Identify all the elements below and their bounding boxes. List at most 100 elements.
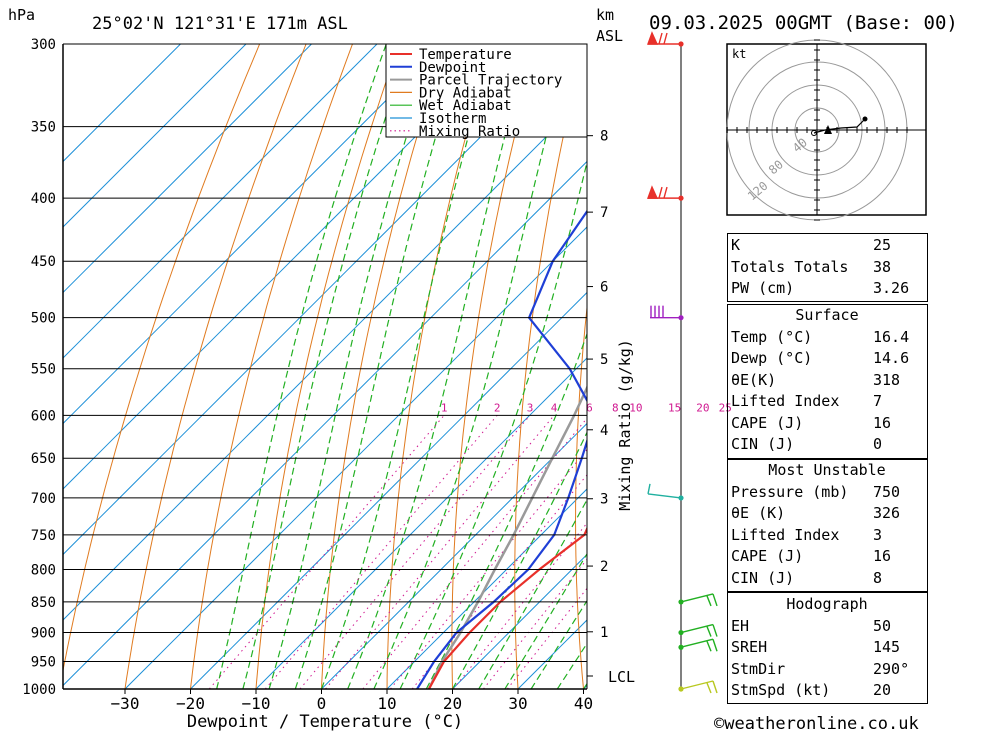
index-value: 16	[873, 547, 892, 565]
isotherm-line	[63, 44, 378, 359]
isotherm-line	[124, 226, 587, 689]
hodograph-unit-label: kt	[732, 47, 746, 61]
isotherm-line	[63, 44, 509, 490]
mixing-ratio-line	[362, 417, 587, 689]
wet-adiabat-line	[530, 599, 587, 689]
index-value: 25	[873, 236, 892, 254]
temp-tick-label: 10	[377, 694, 396, 713]
temp-tick-label: −30	[111, 694, 140, 713]
dry-adiabat-line	[692, 44, 724, 689]
index-label: SREH	[731, 638, 768, 656]
mixing-ratio-line	[299, 414, 531, 689]
mixing-ratio-label: 3	[527, 401, 534, 414]
index-value: 38	[873, 257, 892, 276]
table-row: Totals Totals 38	[727, 257, 927, 279]
wind-barb	[647, 483, 682, 499]
table-row: CAPE (J) 16	[727, 546, 927, 568]
index-value: 318	[873, 370, 901, 389]
km-tick-label: 8	[600, 129, 608, 145]
pressure-tick-label: 950	[31, 655, 56, 671]
index-label: Totals Totals	[731, 257, 849, 276]
most-unstable-box	[727, 459, 928, 592]
index-label: θE (K)	[731, 504, 786, 522]
table-row: CAPE (J) 16	[727, 413, 927, 435]
asl-label: ASL	[596, 27, 623, 45]
hodograph-start-point	[811, 130, 817, 136]
pressure-tick-label: 1000	[22, 682, 56, 698]
surface-title: Surface	[795, 306, 859, 324]
wet-adiabat-line	[320, 44, 496, 689]
surface-box	[727, 304, 928, 459]
table-row: K 25	[727, 235, 927, 257]
legend-label: Parcel Trajectory	[419, 73, 562, 89]
pressure-tick-label: 350	[31, 120, 56, 136]
pressure-tick-label: 700	[31, 491, 56, 507]
temp-tick-label: 0	[317, 694, 327, 713]
km-tick-label: 3	[600, 492, 608, 508]
legend-label: Wet Adiabat	[419, 98, 512, 114]
table-row: CIN (J) 0	[727, 434, 927, 456]
isotherm-line	[63, 95, 587, 621]
isotherm-line	[452, 553, 587, 689]
wet-adiabat-line	[373, 44, 571, 689]
dry-adiabat-line	[386, 44, 493, 689]
index-label: θE(K)	[731, 370, 777, 389]
hodograph-indices-table: Hodograph EH 50 SREH 145 StmDir 290° StmSpd…	[727, 594, 927, 702]
index-label: Dewp (°C)	[731, 349, 813, 367]
legend-box	[385, 43, 588, 138]
index-label: Temp (°C)	[731, 327, 813, 346]
index-label: EH	[731, 616, 750, 635]
mixing-ratio-line	[264, 414, 498, 689]
index-value: 0	[873, 435, 883, 453]
pressure-tick-label: 600	[31, 408, 56, 424]
temp-tick-label: −10	[242, 694, 271, 713]
wind-point	[678, 629, 684, 636]
temp-tick-label: 30	[508, 694, 527, 713]
dry-adiabat-line	[953, 44, 1000, 689]
most-unstable-title: Most Unstable	[768, 461, 886, 479]
index-label: K	[731, 236, 741, 254]
wind-barb	[680, 680, 718, 694]
mixing-ratio-line	[325, 414, 555, 689]
km-tick-label: 6	[600, 280, 608, 296]
index-label: PW (cm)	[731, 279, 795, 297]
table-row: Temp (°C) 16.4	[727, 327, 927, 349]
index-value: 16	[873, 413, 892, 432]
legend-label: Dewpoint	[419, 60, 486, 76]
temperature-line	[427, 526, 587, 689]
table-row: PW (cm) 3.26	[727, 278, 927, 300]
pressure-tick-label: 650	[31, 451, 56, 467]
index-value: 3	[873, 525, 883, 544]
lcl-label: LCL	[608, 668, 635, 686]
index-label: StmDir	[731, 659, 786, 678]
wet-adiabat-line	[294, 44, 465, 689]
temp-tick-label: −20	[176, 694, 205, 713]
general-indices-box	[727, 233, 928, 302]
index-value: 290°	[873, 659, 910, 678]
temp-tick-label: 20	[443, 694, 462, 713]
hodograph-indices-box	[727, 592, 928, 704]
wet-adiabat-line	[451, 431, 587, 689]
location-title: 25°02'N 121°31'E 171m ASL	[92, 14, 348, 34]
legend-label: Isotherm	[419, 111, 486, 127]
wind-point	[678, 644, 684, 650]
index-value: 750	[873, 482, 901, 501]
pressure-tick-label: 450	[31, 254, 56, 270]
mixing-ratio-label: 1	[441, 401, 448, 414]
table-row: SREH 145	[727, 637, 927, 659]
wet-adiabat-line	[504, 552, 587, 689]
pressure-tick-label: 300	[31, 37, 56, 53]
dewpoint-line	[416, 44, 587, 689]
wet-adiabat-line	[399, 159, 587, 689]
index-label: Lifted Index	[731, 525, 840, 544]
table-row: Lifted Index 3	[727, 525, 927, 547]
index-label: CIN (J)	[731, 435, 795, 453]
isotherm-line	[63, 44, 312, 294]
index-label: StmSpd (kt)	[731, 681, 831, 699]
mixing-ratio-line	[208, 414, 445, 689]
table-row: θE(K) 318	[727, 370, 927, 392]
hodograph-title: Hodograph	[786, 595, 868, 613]
mixing-ratio-line	[452, 522, 587, 689]
pressure-tick-label: 550	[31, 362, 56, 378]
